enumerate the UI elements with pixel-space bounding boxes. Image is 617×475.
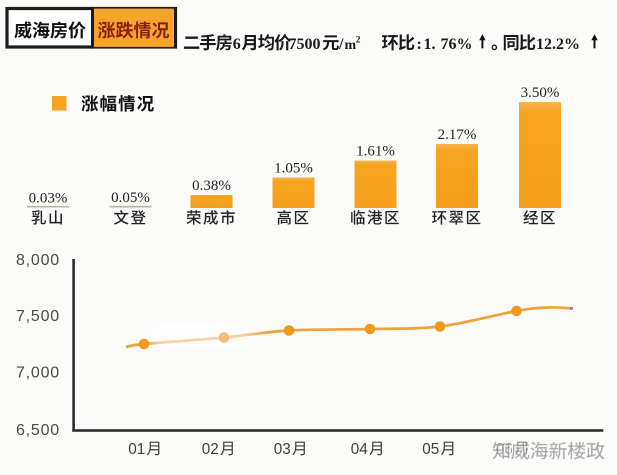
svg-text:12.: 12. (536, 36, 556, 53)
svg-text:1.61%: 1.61% (356, 144, 395, 160)
svg-text:0.03%: 0.03% (29, 190, 68, 206)
svg-text:/: / (338, 36, 344, 53)
svg-text:7,500: 7,500 (16, 308, 60, 325)
svg-text:7,000: 7,000 (16, 365, 60, 382)
svg-text:04: 04 (351, 441, 369, 458)
svg-text::: : (417, 36, 422, 53)
svg-text:1.: 1. (424, 36, 436, 53)
svg-text:6: 6 (233, 36, 241, 53)
svg-text:2.17%: 2.17% (438, 127, 477, 143)
svg-text:6,500: 6,500 (16, 422, 60, 439)
svg-text:3.50%: 3.50% (521, 85, 560, 101)
svg-text:2%: 2% (556, 36, 580, 53)
svg-text:8,000: 8,000 (16, 252, 60, 269)
svg-text:01: 01 (128, 441, 145, 458)
svg-text:1.05%: 1.05% (274, 161, 313, 177)
svg-text:0.38%: 0.38% (192, 178, 231, 194)
svg-text:05: 05 (422, 441, 439, 458)
svg-text:02: 02 (202, 441, 219, 458)
svg-text:7500: 7500 (289, 36, 321, 53)
svg-text:2: 2 (356, 35, 361, 45)
svg-text:m: m (345, 38, 357, 53)
svg-text:0.05%: 0.05% (111, 190, 150, 206)
svg-text:03: 03 (274, 441, 291, 458)
svg-text:76%: 76% (441, 36, 473, 53)
